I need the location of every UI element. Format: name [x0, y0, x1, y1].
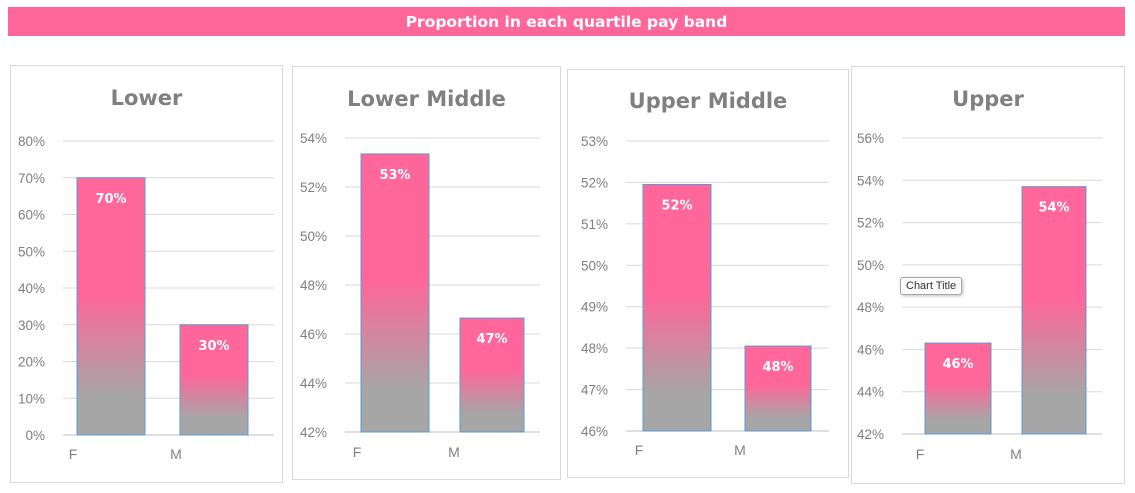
chart-svg: 0% 10% 20% 30% 40% 50% 60% 70% 80% 70% F 30% M: [18, 134, 274, 462]
y-tick-label: 10%: [18, 391, 45, 406]
chart-panel-lower-middle[interactable]: Lower Middle 42% 44% 46% 48% 50% 52% 54% 53% F 47…: [292, 66, 561, 480]
y-tick-label: 51%: [581, 217, 608, 232]
y-tick-label: 54%: [300, 131, 327, 146]
y-tick-label: 52%: [857, 216, 884, 231]
header-banner: Proportion in each quartile pay band: [8, 7, 1125, 36]
y-tick-label: 44%: [300, 376, 327, 391]
y-tick-label: 42%: [300, 425, 327, 440]
category-label: F: [635, 442, 644, 458]
data-label: 47%: [476, 332, 507, 347]
bar[interactable]: [459, 317, 525, 433]
chart-title: Lower Middle: [347, 87, 506, 111]
y-tick-label: 30%: [18, 318, 45, 333]
y-tick-label: 50%: [18, 244, 45, 259]
chart-title: Lower: [110, 86, 183, 110]
y-tick-label: 46%: [581, 424, 608, 439]
y-tick-label: 46%: [300, 327, 327, 342]
y-tick-label: 48%: [581, 341, 608, 356]
data-label: 53%: [379, 168, 410, 183]
chart-svg: 42% 44% 46% 48% 50% 52% 54% 53% F 47% M: [300, 131, 540, 460]
y-tick-label: 47%: [581, 383, 608, 398]
data-label: 70%: [95, 192, 126, 207]
data-label: 54%: [1038, 201, 1069, 216]
category-label: F: [69, 446, 78, 462]
y-tick-label: 48%: [300, 278, 327, 293]
y-tick-label: 54%: [857, 173, 884, 188]
y-tick-label: 70%: [18, 171, 45, 186]
y-tick-label: 48%: [857, 300, 884, 315]
y-tick-label: 53%: [581, 134, 608, 149]
category-label: M: [1010, 446, 1022, 462]
y-tick-label: 49%: [581, 300, 608, 315]
y-tick-label: 50%: [857, 258, 884, 273]
data-label: 46%: [942, 357, 973, 372]
bar[interactable]: [76, 177, 146, 436]
category-label: M: [170, 446, 182, 462]
data-label: 30%: [198, 339, 229, 354]
y-tick-label: 50%: [300, 229, 327, 244]
y-tick-label: 40%: [18, 281, 45, 296]
chart-title: Upper Middle: [628, 89, 788, 113]
bar[interactable]: [924, 342, 992, 435]
y-tick-label: 80%: [18, 134, 45, 149]
y-tick-label: 56%: [857, 131, 884, 146]
category-label: M: [448, 444, 460, 460]
y-tick-label: 20%: [18, 355, 45, 370]
header-title: Proportion in each quartile pay band: [405, 12, 728, 31]
category-label: M: [734, 442, 746, 458]
bar[interactable]: [360, 153, 430, 433]
category-label: F: [353, 444, 362, 460]
y-tick-label: 0%: [25, 428, 45, 443]
chart-svg: 42% 44% 46% 48% 50% 52% 54% 56% 46% F 54% M: [857, 131, 1102, 462]
chart-title-tooltip: Chart Title: [900, 277, 963, 295]
chart-panel-upper[interactable]: Upper 42% 44% 46% 48% 50% 52% 54% 56% 46% F 54% M C…: [851, 66, 1125, 484]
category-label: F: [916, 446, 925, 462]
chart-svg: 46% 47% 48% 49% 50% 51% 52% 53% 52% F 48% M: [581, 134, 829, 458]
y-tick-label: 50%: [581, 258, 608, 273]
y-tick-label: 52%: [300, 180, 327, 195]
chart-panel-lower[interactable]: Lower 0% 10% 20% 30% 40% 50% 60% 70% 80% 70% F 30% M: [10, 65, 283, 483]
y-tick-label: 44%: [857, 385, 884, 400]
bar[interactable]: [642, 184, 712, 432]
y-tick-label: 46%: [857, 342, 884, 357]
y-tick-label: 60%: [18, 208, 45, 223]
bar[interactable]: [1021, 186, 1087, 435]
y-tick-label: 42%: [857, 427, 884, 442]
bar[interactable]: [744, 345, 812, 432]
chart-panel-upper-middle[interactable]: Upper Middle 46% 47% 48% 49% 50% 51% 52% 53% 52%…: [567, 69, 849, 478]
bar[interactable]: [179, 324, 249, 436]
data-label: 52%: [661, 199, 692, 214]
y-tick-label: 52%: [581, 175, 608, 190]
data-label: 48%: [762, 360, 793, 375]
chart-title: Upper: [952, 87, 1024, 111]
